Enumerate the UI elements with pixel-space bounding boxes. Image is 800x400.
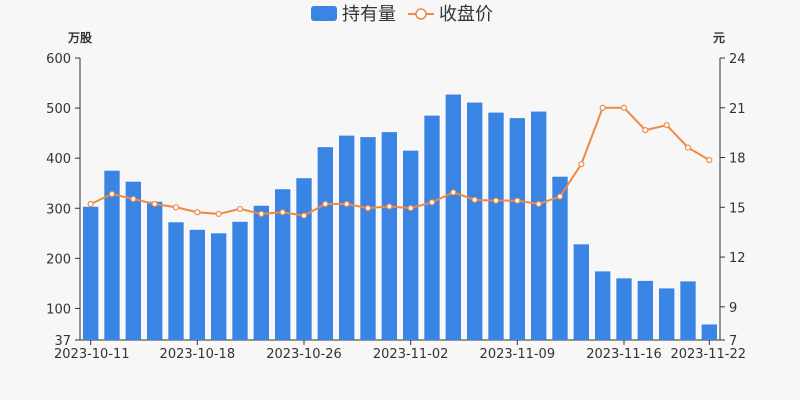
price-series	[87, 104, 713, 219]
x-tick-label: 2023-11-09	[480, 347, 556, 362]
holdings-bars	[82, 94, 718, 341]
left-tick-label: 37	[54, 334, 71, 349]
legend-marker	[415, 8, 427, 20]
right-tick-label: 21	[729, 102, 746, 117]
price-line	[90, 106, 710, 217]
price-point[interactable]	[151, 200, 158, 208]
price-point[interactable]	[492, 197, 500, 204]
holdings-bar[interactable]	[360, 137, 376, 340]
price-point[interactable]	[684, 144, 692, 151]
price-point[interactable]	[599, 104, 606, 111]
left-axis-unit: 万股	[67, 30, 93, 45]
right-tick-label: 15	[729, 201, 746, 216]
price-point[interactable]	[236, 205, 244, 213]
price-point[interactable]	[407, 205, 414, 212]
right-axis-unit: 元	[713, 31, 725, 45]
x-tick-label: 2023-11-02	[373, 347, 449, 362]
legend-item-holdings[interactable]: 持有量	[311, 4, 396, 25]
right-tick-label: 24	[729, 52, 746, 67]
holdings-bar[interactable]	[488, 112, 504, 340]
price-point[interactable]	[663, 122, 670, 129]
price-point[interactable]	[578, 161, 585, 168]
holdings-bar[interactable]	[274, 189, 291, 340]
holdings-bar[interactable]	[445, 94, 462, 340]
holdings-bar[interactable]	[317, 147, 334, 340]
legend[interactable]: 持有量 收盘价	[311, 4, 493, 25]
right-tick-label: 18	[729, 152, 746, 167]
holdings-bar[interactable]	[680, 281, 696, 340]
price-point[interactable]	[215, 210, 222, 218]
price-point[interactable]	[620, 104, 628, 111]
price-point[interactable]	[172, 204, 180, 211]
holdings-bar[interactable]	[189, 229, 206, 340]
price-point[interactable]	[556, 193, 564, 200]
price-point[interactable]	[279, 209, 286, 216]
legend-label-holdings: 持有量	[342, 4, 396, 25]
price-point[interactable]	[514, 197, 521, 204]
price-point[interactable]	[108, 190, 116, 198]
left-tick-label: 600	[46, 52, 71, 67]
right-tick-label: 12	[729, 251, 746, 266]
x-tick-label: 2023-10-26	[266, 347, 342, 362]
holdings-bar[interactable]	[701, 324, 718, 340]
price-point[interactable]	[642, 127, 649, 134]
price-point[interactable]	[343, 200, 350, 208]
x-tick-label: 2023-11-16	[586, 347, 662, 362]
price-point[interactable]	[450, 189, 457, 196]
left-tick-label: 100	[46, 302, 71, 317]
holdings-bar[interactable]	[594, 271, 611, 340]
holdings-bar[interactable]	[637, 280, 654, 340]
holdings-bar[interactable]	[338, 135, 355, 340]
holdings-bar[interactable]	[168, 222, 184, 340]
holdings-bar[interactable]	[146, 201, 163, 340]
legend-bar-swatch	[311, 6, 337, 21]
price-point[interactable]	[87, 200, 94, 208]
price-point[interactable]	[535, 200, 542, 208]
holdings-bar[interactable]	[381, 132, 398, 340]
price-point[interactable]	[194, 209, 201, 216]
holdings-bar[interactable]	[104, 170, 120, 340]
holdings-bar[interactable]	[210, 233, 227, 340]
x-tick-label: 2023-10-11	[54, 347, 130, 362]
holdings-bar[interactable]	[82, 206, 99, 340]
legend-item-price[interactable]: 收盘价	[408, 4, 493, 25]
holdings-bar[interactable]	[466, 102, 483, 340]
holdings-bar[interactable]	[125, 181, 142, 340]
price-point[interactable]	[706, 156, 713, 164]
holdings-bar[interactable]	[509, 118, 526, 341]
left-tick-label: 300	[46, 202, 71, 217]
left-tick-label: 500	[46, 102, 71, 117]
holdings-bar[interactable]	[658, 288, 675, 340]
right-tick-label: 9	[729, 301, 737, 316]
legend-label-price: 收盘价	[439, 4, 493, 25]
holdings-bar[interactable]	[573, 244, 590, 340]
holdings-bar[interactable]	[424, 115, 440, 340]
holdings-bar[interactable]	[530, 111, 547, 340]
x-tick-label: 2023-11-22	[670, 347, 746, 362]
holdings-bar[interactable]	[253, 205, 270, 340]
axes: 37 100 200 300 400 500 600 7 9 12 15 18 21 24 2023-10-…	[46, 52, 746, 362]
price-point[interactable]	[322, 200, 329, 208]
holdings-bar[interactable]	[552, 176, 568, 340]
price-point[interactable]	[386, 203, 393, 210]
right-tick-label: 7	[729, 334, 737, 349]
price-point[interactable]	[258, 210, 265, 218]
price-point[interactable]	[130, 195, 137, 203]
x-tick-label: 2023-10-18	[160, 347, 236, 362]
holdings-bar[interactable]	[296, 178, 312, 340]
price-point[interactable]	[428, 199, 436, 206]
price-point[interactable]	[300, 212, 308, 219]
left-tick-label: 200	[46, 252, 71, 267]
holdings-bar[interactable]	[232, 221, 248, 340]
holdings-bar[interactable]	[616, 278, 632, 340]
left-tick-label: 400	[46, 152, 71, 167]
price-point[interactable]	[471, 196, 478, 203]
price-point[interactable]	[364, 205, 372, 212]
holdings-bar[interactable]	[402, 150, 419, 340]
